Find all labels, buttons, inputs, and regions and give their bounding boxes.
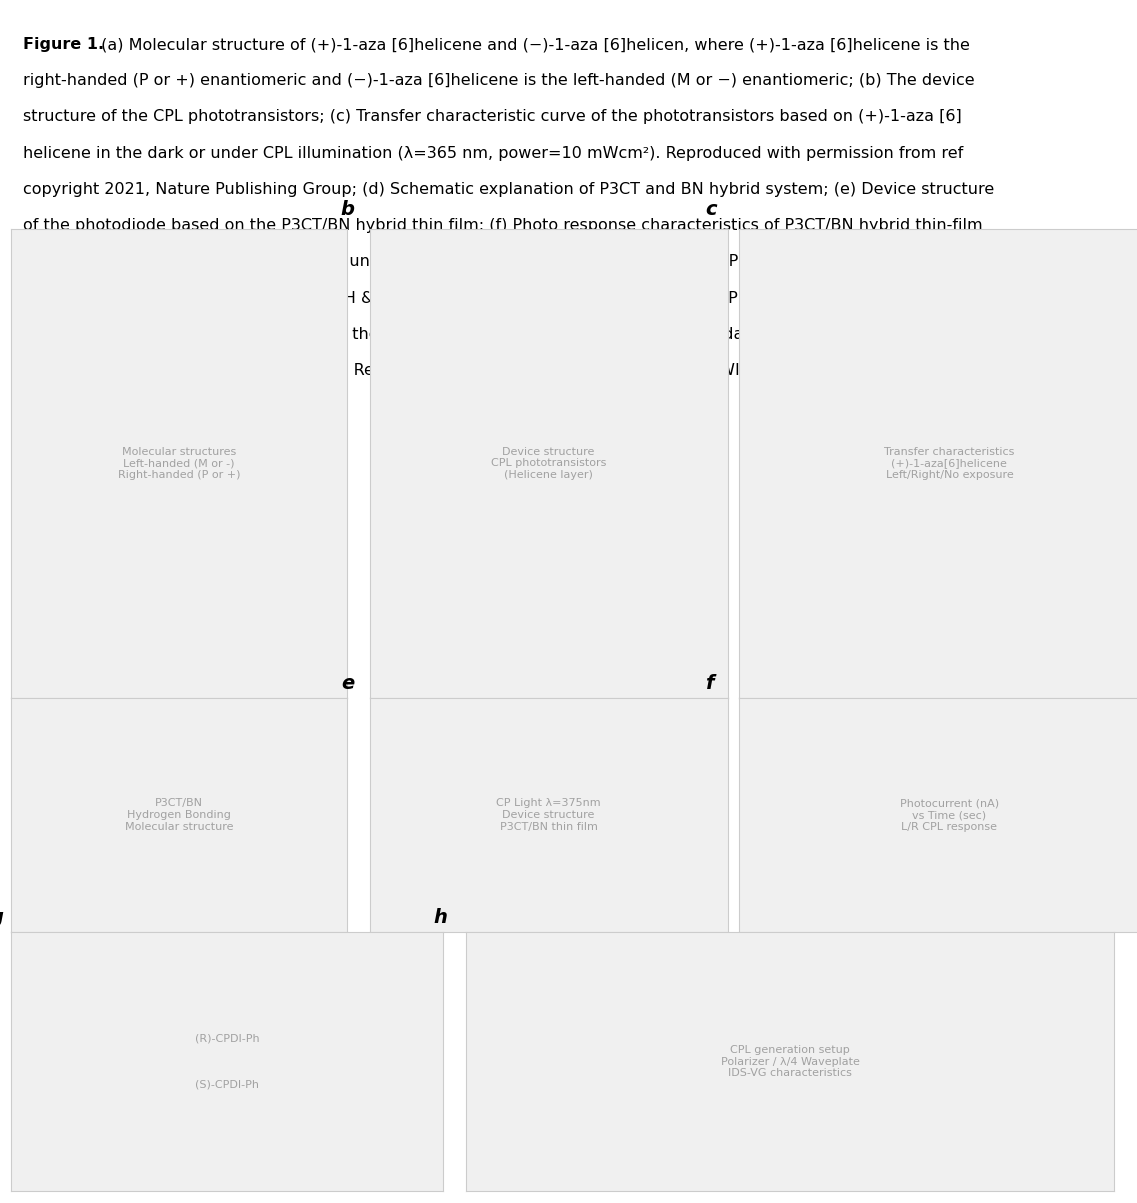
Text: copyright 2021, Nature Publishing Group; (d) Schematic explanation of P3CT and B: copyright 2021, Nature Publishing Group;… xyxy=(23,182,994,197)
Text: g: g xyxy=(0,908,3,928)
Text: P3CT/BN
Hydrogen Bonding
Molecular structure: P3CT/BN Hydrogen Bonding Molecular struc… xyxy=(125,799,233,831)
Text: right-handed (P or +) enantiomeric and (−)-1-aza [6]helicene is the left-handed : right-handed (P or +) enantiomeric and (… xyxy=(23,73,974,88)
Text: b: b xyxy=(341,200,355,219)
Text: Device structure
CPL phototransistors
(Helicene layer): Device structure CPL phototransistors (H… xyxy=(491,446,606,480)
Text: f: f xyxy=(705,674,714,693)
Text: Transfer characteristics
(+)-1-aza[6]helicene
Left/Right/No exposure: Transfer characteristics (+)-1-aza[6]hel… xyxy=(885,446,1014,480)
Text: Figure 1.: Figure 1. xyxy=(23,37,103,52)
Text: KGaA, Weinheim.: KGaA, Weinheim. xyxy=(23,399,161,414)
Text: CP Light λ=375nm
Device structure
P3CT/BN thin film: CP Light λ=375nm Device structure P3CT/B… xyxy=(496,799,601,831)
Text: e: e xyxy=(341,674,354,693)
Text: (a) Molecular structure of (+)-1-aza [6]helicene and (−)-1-aza [6]helicen, where: (a) Molecular structure of (+)-1-aza [6]… xyxy=(97,37,970,52)
Text: of the photodiode based on the P3CT/BN hybrid thin film; (f) Photo response char: of the photodiode based on the P3CT/BN h… xyxy=(23,218,982,233)
Text: Copyright 2019, WILEY-VCH Verlag GmbH & Co. KGaA, Weinheim; (g) structures of (S: Copyright 2019, WILEY-VCH Verlag GmbH & … xyxy=(23,291,947,306)
Text: c: c xyxy=(705,200,717,219)
Text: (R)-CPDI-Ph



(S)-CPDI-Ph: (R)-CPDI-Ph (S)-CPDI-Ph xyxy=(196,1033,259,1090)
Text: photodiodes with a thickness of 550 nm under repeated on/off modulation of incid: photodiodes with a thickness of 550 nm u… xyxy=(23,254,986,269)
Text: Photocurrent (nA)
vs Time (sec)
L/R CPL response: Photocurrent (nA) vs Time (sec) L/R CPL … xyxy=(899,799,999,831)
Text: h: h xyxy=(434,908,448,928)
Text: helicene in the dark or under CPL illumination (λ=365 nm, power=10 mWcm²). Repro: helicene in the dark or under CPL illumi… xyxy=(23,146,963,161)
Text: CPL generation setup
Polarizer / λ/4 Waveplate
IDS-VG characteristics: CPL generation setup Polarizer / λ/4 Wav… xyxy=(721,1045,860,1078)
Text: =460 nm, power=50 μW cm⁻²) for OPTs. Reproduced with permission copyright 2017, : =460 nm, power=50 μW cm⁻²) for OPTs. Rep… xyxy=(23,363,965,378)
Text: structure of the CPL phototransistors; (c) Transfer characteristic curve of the : structure of the CPL phototransistors; (… xyxy=(23,109,962,124)
Text: Molecular structures
Left-handed (M or -)
Right-handed (P or +): Molecular structures Left-handed (M or -… xyxy=(118,446,240,480)
Text: Schematic diagram of CPL generation in the experiment and IDS–VG characteristics: Schematic diagram of CPL generation in t… xyxy=(23,327,989,342)
